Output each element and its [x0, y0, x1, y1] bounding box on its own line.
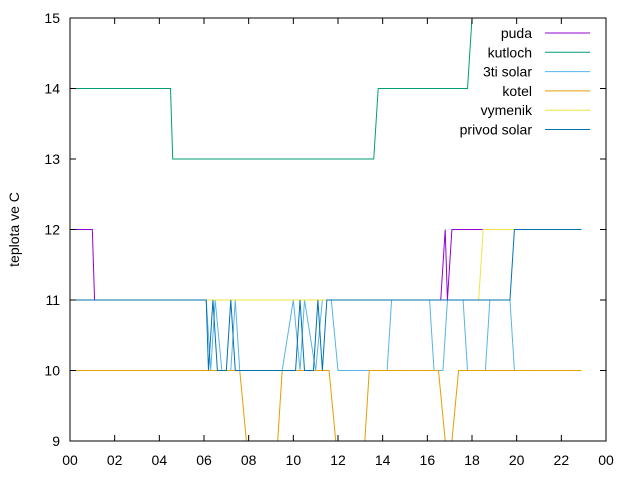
series-line-kotel	[70, 370, 582, 441]
legend-label: kutloch	[488, 44, 532, 60]
x-tick-label: 02	[107, 452, 123, 468]
y-tick-label: 13	[44, 151, 60, 167]
series-line-kutloch	[70, 18, 473, 160]
y-tick-label: 9	[52, 433, 60, 449]
legend-label: vymenik	[481, 102, 533, 118]
x-tick-label: 00	[62, 452, 78, 468]
y-tick-label: 12	[44, 222, 60, 238]
x-tick-label: 22	[554, 452, 570, 468]
x-tick-label: 08	[241, 452, 257, 468]
x-tick-label: 20	[509, 452, 525, 468]
x-tick-label: 10	[286, 452, 302, 468]
y-tick-label: 14	[44, 81, 60, 97]
legend-label: privod solar	[460, 122, 533, 138]
y-tick-label: 15	[44, 10, 60, 26]
x-tick-label: 12	[330, 452, 346, 468]
series-line-privod-solar	[70, 229, 582, 371]
series-line-puda	[70, 229, 582, 301]
legend-label: 3ti solar	[483, 64, 532, 80]
legend-label: puda	[501, 25, 532, 41]
series-line-vymenik	[70, 229, 582, 301]
x-tick-label: 06	[196, 452, 212, 468]
x-tick-label: 00	[598, 452, 614, 468]
x-tick-label: 14	[375, 452, 391, 468]
legend: puda kutloch 3ti solar kotel vymenik privod s…	[460, 25, 590, 138]
series-layer	[70, 18, 582, 441]
y-tick-label: 11	[45, 292, 60, 308]
x-tick-label: 16	[420, 452, 436, 468]
x-tick-label: 18	[464, 452, 480, 468]
y-axis-title: teplota ve C	[6, 192, 22, 267]
legend-label: kotel	[502, 83, 532, 99]
ticks-layer: 9 10 11 12 13 14 15 00 02 04 06 08 10 12 14 16 18 20 22 00	[44, 10, 614, 468]
x-tick-label: 04	[152, 452, 168, 468]
y-tick-label: 10	[44, 363, 60, 379]
